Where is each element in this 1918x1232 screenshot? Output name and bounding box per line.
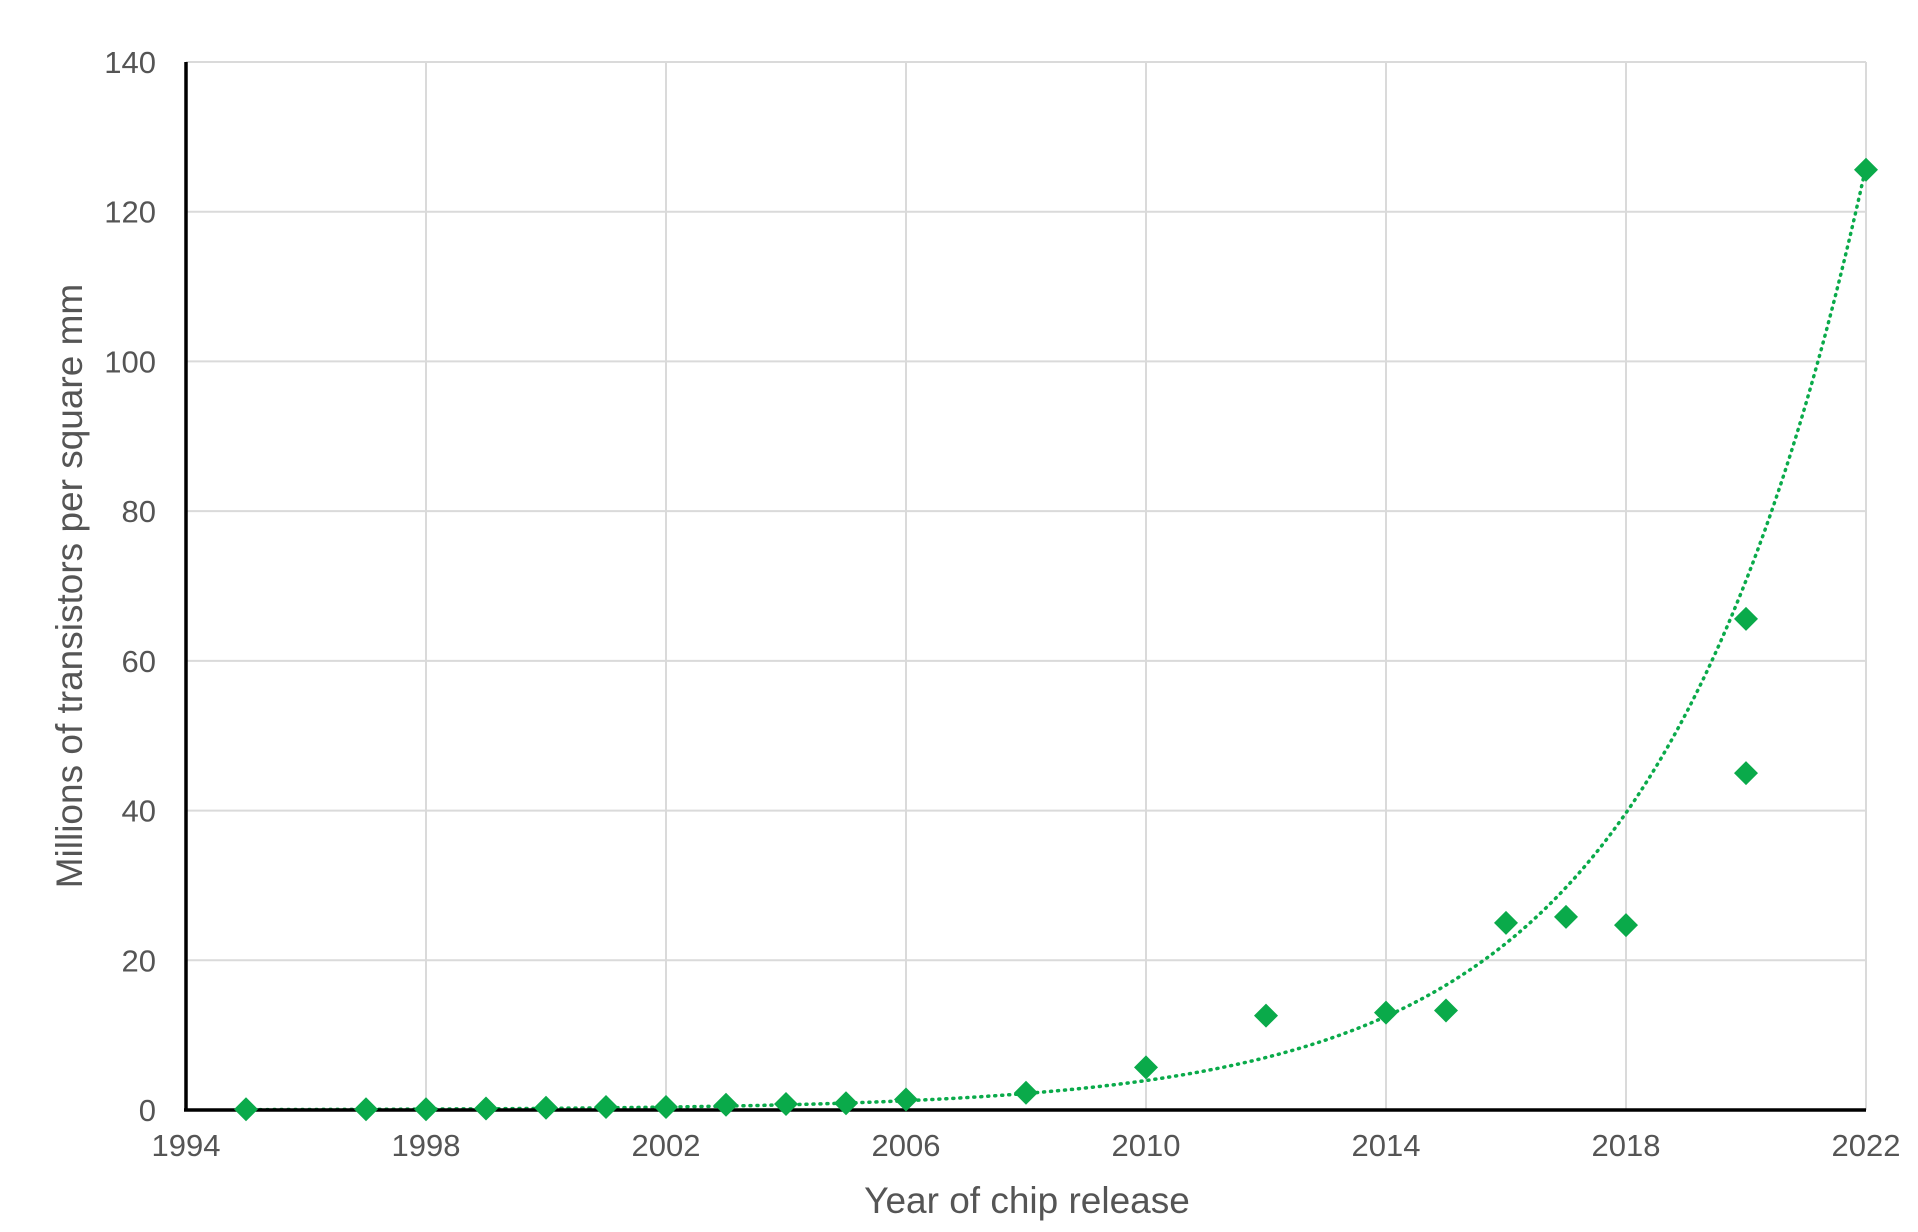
data-point-diamond [1134, 1055, 1158, 1080]
y-tick-label: 60 [122, 644, 156, 679]
gridlines [186, 61, 1867, 1110]
data-point-diamond [1494, 910, 1518, 935]
x-axis-title: Year of chip release [864, 1180, 1190, 1221]
tick-labels: 1994 1998 2002 2006 2010 2014 2018 2022 0 20 40 60 8… [104, 45, 1900, 1163]
x-tick-label: 2018 [1592, 1128, 1661, 1163]
data-point-diamond [1434, 998, 1458, 1023]
y-tick-label: 120 [104, 195, 156, 230]
y-tick-label: 100 [104, 344, 156, 379]
y-tick-label: 20 [122, 943, 156, 978]
data-points [234, 157, 1878, 1122]
axes [184, 62, 1866, 1112]
x-tick-label: 1994 [152, 1128, 221, 1163]
data-point-diamond [894, 1087, 918, 1112]
data-point-diamond [354, 1097, 378, 1122]
y-axis-title: Millions of transistors per square mm [49, 284, 90, 889]
data-point-diamond [1734, 606, 1758, 631]
y-tick-label: 40 [122, 794, 156, 829]
x-tick-label: 2006 [872, 1128, 941, 1163]
data-point-diamond [594, 1095, 618, 1120]
data-point-diamond [414, 1097, 438, 1122]
y-tick-label: 140 [104, 45, 156, 80]
data-point-diamond [1614, 913, 1638, 938]
x-tick-label: 1998 [392, 1128, 461, 1163]
x-tick-label: 2002 [632, 1128, 701, 1163]
x-tick-label: 2014 [1352, 1128, 1421, 1163]
data-point-diamond [234, 1097, 258, 1122]
data-point-diamond [1734, 761, 1758, 786]
x-tick-label: 2010 [1112, 1128, 1181, 1163]
data-point-diamond [774, 1092, 798, 1117]
x-tick-label: 2022 [1832, 1128, 1901, 1163]
data-point-diamond [714, 1092, 738, 1117]
data-point-diamond [654, 1095, 678, 1120]
data-point-diamond [834, 1091, 858, 1116]
data-point-diamond [1854, 157, 1878, 182]
trendline [244, 164, 1868, 1112]
data-point-diamond [1254, 1003, 1278, 1028]
data-point-diamond [1014, 1080, 1038, 1105]
data-point-diamond [474, 1096, 498, 1121]
y-tick-label: 80 [122, 494, 156, 529]
data-point-diamond [1554, 904, 1578, 929]
trendline-layer [244, 164, 1868, 1112]
data-point-diamond [1374, 1000, 1398, 1025]
data-point-diamond [534, 1095, 558, 1120]
y-tick-label: 0 [139, 1093, 156, 1128]
